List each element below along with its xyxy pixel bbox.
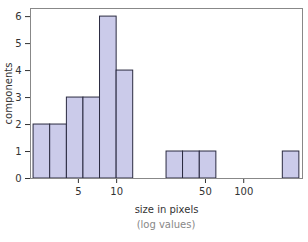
svg-text:6: 6	[15, 11, 21, 22]
svg-text:size in pixels: size in pixels	[135, 204, 199, 215]
svg-text:0: 0	[15, 173, 21, 184]
svg-text:2: 2	[15, 119, 21, 130]
svg-text:1: 1	[15, 146, 21, 157]
svg-text:50: 50	[199, 186, 212, 197]
svg-text:3: 3	[15, 92, 21, 103]
svg-text:4: 4	[15, 65, 21, 76]
html-text:(log values): (log values)	[136, 219, 196, 230]
svg-text:100: 100	[234, 186, 253, 197]
svg-text:10: 10	[110, 186, 123, 197]
svg-text:components: components	[3, 63, 14, 125]
svg-text:5: 5	[15, 38, 21, 49]
svg-text:5: 5	[75, 186, 81, 197]
